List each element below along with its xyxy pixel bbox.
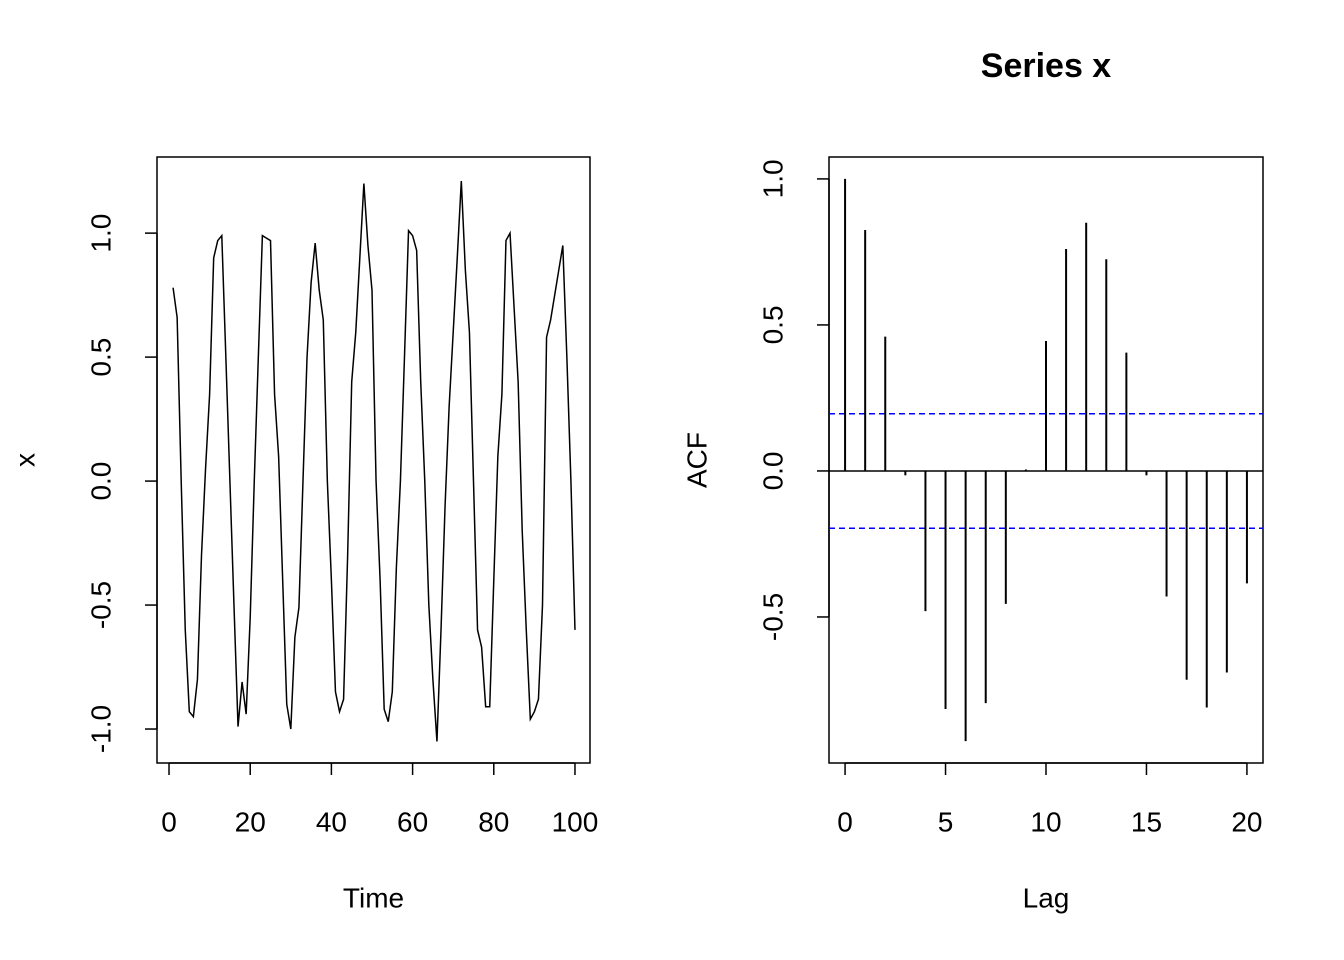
x-tick-label: 5 — [938, 806, 954, 837]
chart-title: Series x — [981, 47, 1112, 85]
x-tick-label: 60 — [397, 806, 428, 837]
y-tick-label: -0.5 — [85, 581, 116, 629]
x-tick-label: 80 — [478, 806, 509, 837]
x-tick-label: 20 — [1231, 806, 1262, 837]
x-tick-label: 15 — [1131, 806, 1162, 837]
x-tick-label: 0 — [837, 806, 853, 837]
x-tick-label: 0 — [161, 806, 177, 837]
y-tick-label: 1.0 — [85, 214, 116, 253]
y-tick-label: 0.0 — [757, 451, 788, 490]
x-tick-label: 20 — [235, 806, 266, 837]
x-tick-label: 40 — [316, 806, 347, 837]
x-tick-label: 10 — [1030, 806, 1061, 837]
y-tick-label: 0.5 — [757, 305, 788, 344]
y-axis-label: x — [9, 453, 40, 467]
y-tick-label: 0.0 — [85, 462, 116, 501]
x-axis-label: Lag — [1023, 882, 1070, 913]
y-tick-label: -1.0 — [85, 705, 116, 753]
series-line — [172, 181, 576, 742]
x-axis-label: Time — [343, 882, 404, 913]
y-tick-label: 0.5 — [85, 338, 116, 377]
y-tick-label: -0.5 — [757, 593, 788, 641]
x-tick-label: 100 — [552, 806, 599, 837]
y-tick-label: 1.0 — [757, 159, 788, 198]
y-axis-label: ACF — [681, 432, 712, 488]
